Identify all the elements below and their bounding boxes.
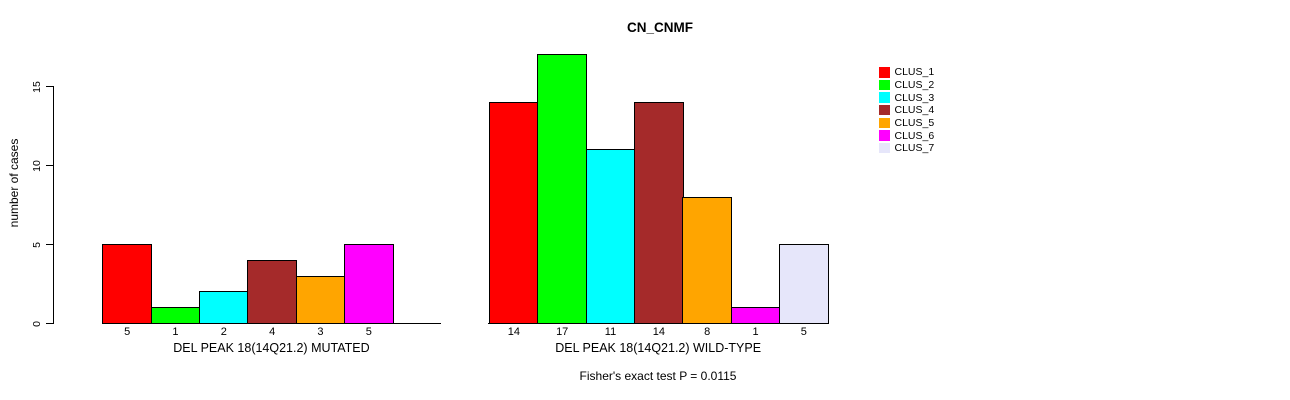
group-axis-label-2: DEL PEAK 18(14Q21.2) WILD-TYPE — [555, 341, 762, 355]
bar-clus_1-group2 — [489, 101, 539, 325]
legend-row-clus_3: CLUS_3 — [879, 91, 934, 104]
legend-label: CLUS_7 — [894, 142, 935, 155]
legend-swatch-clus_6 — [879, 130, 890, 141]
bar-clus_2-group1 — [150, 307, 201, 325]
legend-row-clus_5: CLUS_5 — [879, 117, 934, 130]
bar-value-label: 1 — [172, 326, 179, 338]
legend-label: CLUS_5 — [894, 116, 935, 129]
legend: CLUS_1 CLUS_2 CLUS_3 CLUS_4 CLUS_5 CLUS_6 CLUS… — [879, 66, 934, 154]
bar-clus_4-group2 — [633, 101, 684, 325]
y-axis-tick-label: 15 — [31, 80, 43, 93]
bar-clus_4-group1 — [247, 259, 297, 325]
y-axis-line — [53, 86, 55, 325]
legend-row-clus_1: CLUS_1 — [879, 66, 934, 79]
y-axis-tick — [46, 244, 53, 246]
y-axis-tick-label: 5 — [31, 241, 43, 248]
bar-value-label: 3 — [317, 326, 324, 338]
bar-value-label: 4 — [269, 326, 276, 338]
chart-title: CN_CNMF — [627, 20, 693, 35]
y-axis-tick — [46, 323, 53, 325]
footer-pvalue: Fisher's exact test P = 0.0115 — [579, 369, 737, 383]
bar-value-label: 8 — [704, 326, 711, 338]
y-axis-tick — [46, 86, 53, 88]
legend-swatch-clus_4 — [879, 104, 890, 116]
legend-label: CLUS_3 — [894, 91, 935, 104]
bar-clus_1-group1 — [102, 244, 153, 325]
legend-swatch-clus_3 — [879, 92, 890, 103]
group-axis-label-1: DEL PEAK 18(14Q21.2) MUTATED — [173, 341, 370, 355]
legend-row-clus_4: CLUS_4 — [879, 104, 934, 117]
bar-clus_3-group1 — [198, 291, 249, 325]
y-axis-tick-label: 0 — [31, 320, 43, 327]
bar-clus_7-group2 — [778, 244, 829, 325]
legend-row-clus_2: CLUS_2 — [879, 79, 934, 92]
legend-swatch-clus_5 — [879, 117, 890, 129]
legend-label: CLUS_2 — [894, 78, 935, 91]
bar-clus_5-group2 — [682, 196, 733, 325]
bar-clus_3-group2 — [585, 149, 636, 325]
bar-clus_5-group1 — [295, 275, 346, 325]
bar-value-label: 11 — [604, 326, 617, 338]
bar-value-label: 2 — [220, 326, 227, 338]
legend-label: CLUS_4 — [894, 104, 935, 117]
bar-value-label: 5 — [365, 326, 372, 338]
bar-clus_6-group1 — [343, 244, 394, 325]
bar-value-label: 14 — [507, 326, 520, 338]
bar-value-label: 1 — [752, 326, 759, 338]
legend-swatch-clus_2 — [879, 79, 890, 91]
bar-value-label: 5 — [124, 326, 131, 338]
bar-clus_6-group2 — [730, 307, 781, 325]
y-axis-tick — [46, 165, 53, 167]
bar-value-label: 14 — [652, 326, 665, 338]
y-axis-tick-label: 10 — [31, 159, 43, 172]
legend-swatch-clus_1 — [879, 67, 890, 78]
legend-label: CLUS_6 — [894, 129, 935, 142]
legend-label: CLUS_1 — [894, 66, 935, 79]
bar-value-label: 17 — [556, 326, 569, 338]
bar-value-label: 5 — [800, 326, 807, 338]
legend-row-clus_6: CLUS_6 — [879, 129, 934, 142]
bar-clus_2-group2 — [537, 54, 588, 325]
legend-row-clus_7: CLUS_7 — [879, 142, 934, 155]
legend-swatch-clus_7 — [879, 142, 890, 154]
